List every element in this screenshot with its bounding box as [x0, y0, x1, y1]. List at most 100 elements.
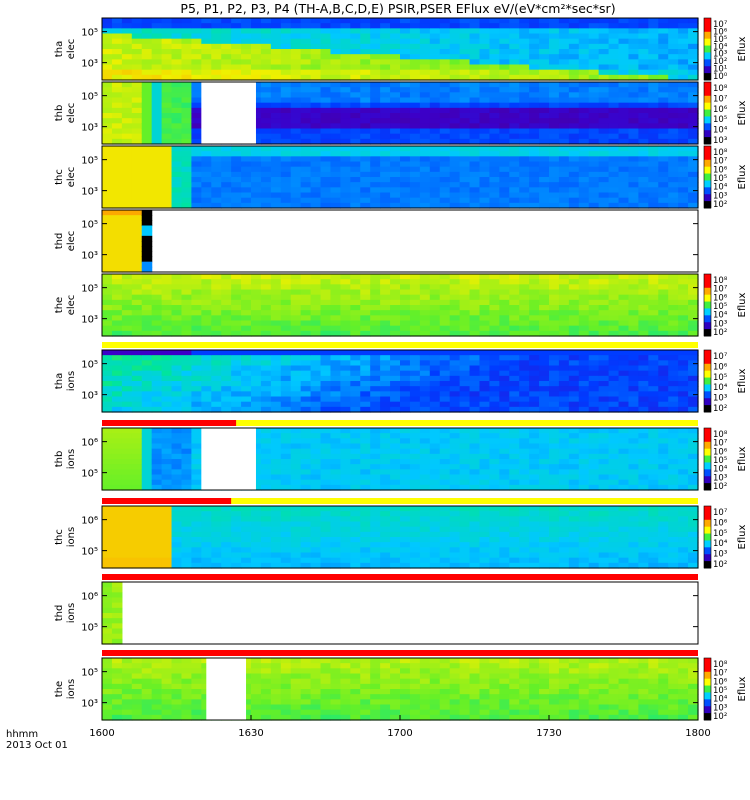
heatmap-cell [409, 438, 421, 445]
heatmap-cell [400, 330, 411, 337]
heatmap-cell [241, 299, 252, 306]
heatmap-cell [598, 381, 610, 387]
heatmap-cell [121, 448, 133, 455]
heatmap-cell [111, 274, 123, 280]
heatmap-cell [280, 192, 292, 199]
colorbar-segment [704, 483, 711, 491]
heatmap-cell [489, 102, 500, 109]
heatmap-cell [479, 146, 490, 152]
heatmap-cell [330, 87, 341, 93]
heatmap-cell [111, 202, 123, 209]
heatmap-cell [678, 360, 689, 367]
heatmap-cell [221, 506, 232, 512]
heatmap-cell [678, 396, 689, 403]
heatmap-cell [469, 396, 481, 403]
heatmap-cell [558, 464, 570, 470]
heatmap-cell [469, 166, 481, 173]
heatmap-cell [330, 370, 341, 377]
heatmap-cell [310, 64, 322, 71]
heatmap-cell [519, 284, 530, 291]
heatmap-cell [171, 547, 183, 554]
heatmap-cell [111, 266, 123, 273]
heatmap-cell [618, 479, 630, 486]
heatmap-cell [668, 294, 679, 301]
heatmap-cell [350, 443, 361, 450]
colorbar-tick-label: 10⁶ [713, 27, 728, 37]
heatmap-cell [549, 28, 560, 35]
heatmap-cell [648, 464, 659, 470]
heatmap-cell [638, 59, 649, 66]
heatmap-cell [390, 391, 401, 398]
heatmap-cell [191, 279, 202, 285]
heatmap-cell [568, 350, 580, 356]
heatmap-cell [638, 453, 649, 460]
heatmap-cell [280, 284, 292, 291]
heatmap-cell [211, 74, 222, 81]
heatmap-cell [390, 360, 401, 367]
heatmap-cell [489, 484, 500, 491]
heatmap-cell [181, 406, 192, 413]
heatmap-cell [181, 151, 192, 157]
heatmap-cell [231, 330, 242, 337]
heatmap-cell [558, 166, 570, 173]
heatmap-cell [419, 557, 431, 564]
heatmap-cell [260, 171, 272, 178]
heatmap-cell [668, 391, 679, 398]
heatmap-cell [360, 310, 371, 316]
heatmap-cell [350, 537, 361, 543]
heatmap-cell [201, 537, 212, 543]
heatmap-cell [628, 375, 639, 382]
heatmap-cell [111, 396, 123, 403]
heatmap-cells [102, 506, 699, 569]
heatmap-cell [618, 320, 630, 327]
heatmap-cell [618, 133, 630, 140]
heatmap-cell [648, 438, 659, 445]
heatmap-cell [111, 443, 123, 450]
heatmap-cell [360, 202, 371, 209]
heatmap-cell [568, 192, 580, 199]
heatmap-cell [419, 177, 431, 183]
heatmap-cell [360, 511, 371, 517]
heatmap-cell [688, 386, 699, 392]
heatmap-cell [380, 128, 391, 135]
heatmap-cell [260, 484, 272, 491]
heatmap-cell [161, 320, 173, 327]
heatmap-cell [171, 146, 183, 152]
heatmap-cell [459, 350, 471, 356]
heatmap-cell [280, 469, 292, 476]
heatmap-cell [231, 325, 242, 332]
heatmap-cell [469, 23, 481, 29]
colorbar-segment [704, 73, 711, 81]
heatmap-cell [439, 305, 451, 311]
heatmap-cell [340, 433, 351, 439]
heatmap-cell [111, 401, 123, 408]
heatmap-cell [121, 87, 133, 93]
heatmap-cell [290, 443, 302, 450]
heatmap-cell [598, 370, 610, 377]
heatmap-cell [260, 123, 272, 130]
heatmap-cell [529, 453, 540, 460]
heatmap-cell [668, 375, 679, 382]
heatmap-cell [539, 401, 550, 408]
heatmap-cell [489, 479, 500, 486]
heatmap-cell [161, 386, 173, 392]
heatmap-cell [479, 279, 490, 285]
heatmap-cell [171, 274, 183, 280]
heatmap-cell [539, 320, 550, 327]
heatmap-cell [628, 350, 639, 356]
heatmap-cell [390, 537, 401, 543]
heatmap-cell [409, 542, 421, 548]
colorbar-segment [704, 24, 711, 33]
heatmap-cell [270, 381, 282, 387]
heatmap-cell [499, 484, 510, 491]
heatmap-cell [628, 87, 639, 93]
heatmap-cell [280, 123, 292, 130]
heatmap-cell [181, 464, 192, 470]
heatmap-cell [350, 182, 361, 188]
heatmap-cell [419, 537, 431, 543]
heatmap-cell [221, 381, 232, 387]
heatmap-cell [181, 325, 192, 332]
heatmap-cell [558, 54, 570, 60]
heatmap-cell [568, 97, 580, 104]
heatmap-cell [449, 171, 461, 178]
